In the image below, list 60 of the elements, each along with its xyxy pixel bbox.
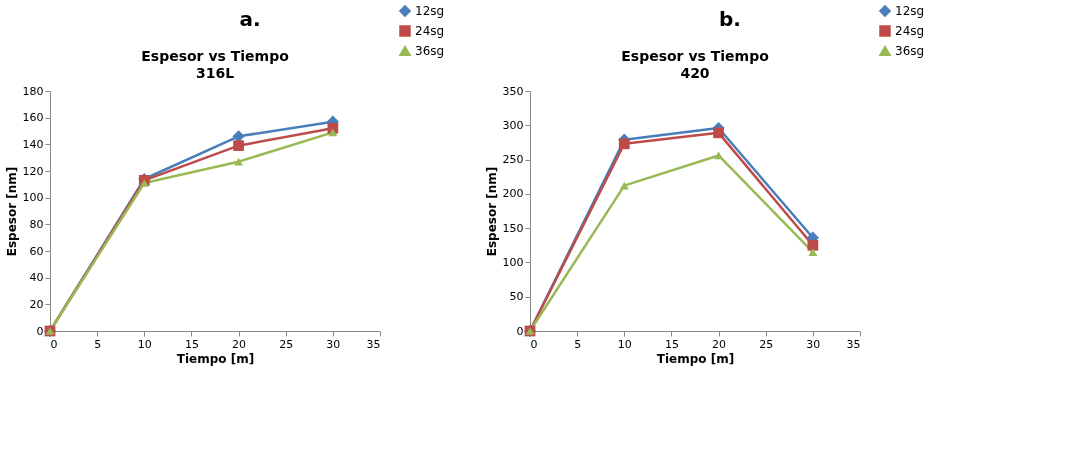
text: a. (239, 7, 261, 31)
y-tick-label: 300 (502, 118, 524, 132)
y-tick-label: 200 (502, 187, 524, 201)
y-tick-label: 350 (502, 84, 524, 98)
x-tick-label: 20 (232, 337, 247, 351)
legend-label: 24sg (415, 24, 445, 38)
x-tick-label: 35 (846, 337, 861, 351)
y-tick-label: 120 (22, 164, 44, 178)
y-tick-label: 0 (36, 324, 44, 338)
x-tick-label: 35 (366, 337, 381, 351)
y-tick-label: 60 (29, 244, 44, 258)
point (618, 138, 630, 150)
y-tick-label: 150 (502, 221, 524, 235)
y-tick-label: 250 (502, 153, 524, 167)
y-tick-label: 160 (22, 111, 44, 125)
chart-subtitle: 420 (680, 65, 710, 81)
legend-label: 12sg (415, 4, 445, 18)
x-tick-label: 5 (94, 337, 102, 351)
x-axis-title: Tiempo [m] (656, 351, 735, 366)
y-tick-label: 100 (502, 255, 524, 269)
x-tick-label: 10 (137, 337, 152, 351)
y-axis-title: Espesor [nm] (484, 166, 499, 257)
legend-label: 24sg (895, 24, 925, 38)
y-tick-label: 0 (516, 324, 524, 338)
y-axis-title: Espesor [nm] (4, 166, 19, 257)
x-tick-label: 5 (574, 337, 582, 351)
x-tick-label: 25 (759, 337, 774, 351)
point (714, 151, 724, 160)
y-tick-label: 140 (22, 137, 44, 151)
point (808, 248, 818, 257)
point (234, 157, 244, 166)
chart-subtitle: 316L (195, 65, 235, 81)
legend-label: 12sg (895, 4, 925, 18)
y-tick-label: 180 (22, 84, 44, 98)
point (619, 181, 629, 190)
x-axis-title: Tiempo [m] (176, 351, 255, 366)
legend-label: 36sg (895, 44, 925, 58)
x-tick-label: 30 (806, 337, 821, 351)
text: b. (719, 7, 741, 31)
x-tick-label: 10 (617, 337, 632, 351)
x-tick-label: 25 (279, 337, 294, 351)
y-tick-label: 80 (29, 217, 44, 231)
point (139, 179, 149, 187)
y-tick-label: 40 (29, 271, 44, 285)
point (328, 128, 338, 137)
x-tick-label: 15 (184, 337, 199, 351)
y-tick-label: 100 (22, 191, 44, 205)
x-tick-label: 20 (712, 337, 727, 351)
chart-title: Espesor vs Tiempo (141, 48, 290, 64)
y-tick-label: 20 (29, 297, 44, 311)
point (807, 239, 819, 251)
x-tick-label: 30 (326, 337, 341, 351)
x-tick-label: 0 (530, 337, 538, 351)
x-tick-label: 0 (50, 337, 58, 351)
point (233, 140, 244, 152)
x-tick-label: 15 (664, 337, 679, 351)
point (713, 127, 724, 139)
y-tick-label: 50 (509, 290, 524, 304)
legend-label: 36sg (415, 44, 445, 58)
chart-title: Espesor vs Tiempo (621, 48, 770, 64)
